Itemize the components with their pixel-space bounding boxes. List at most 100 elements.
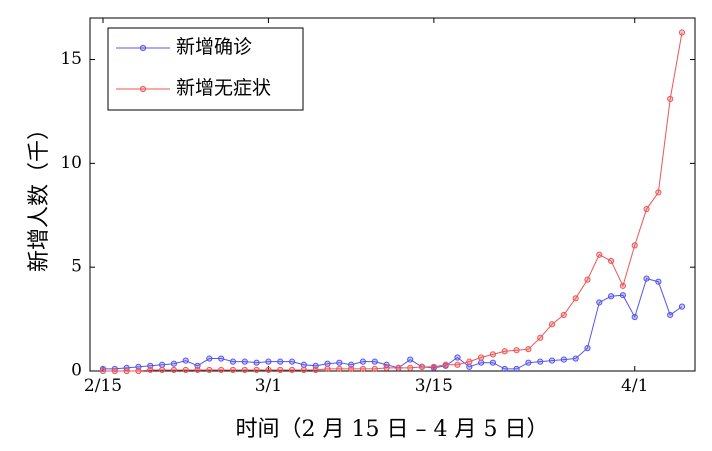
legend-label: 新增确诊	[176, 36, 252, 58]
data-point	[194, 362, 201, 369]
data-point	[466, 363, 473, 370]
data-point	[135, 363, 142, 370]
data-point	[572, 355, 579, 362]
data-point	[324, 360, 331, 367]
data-point	[147, 362, 154, 369]
data-point	[99, 367, 107, 375]
x-tick-label: 4/1	[621, 376, 648, 396]
data-point	[229, 366, 237, 374]
data-point	[489, 359, 497, 366]
data-point	[194, 366, 201, 374]
data-point	[206, 366, 213, 374]
data-point	[288, 366, 296, 374]
legend-marker	[139, 44, 147, 52]
data-point	[135, 367, 142, 375]
data-point	[241, 366, 248, 374]
data-point	[383, 364, 390, 371]
data-point	[300, 361, 307, 368]
data-point	[348, 365, 355, 373]
data-point	[182, 357, 189, 364]
data-point	[111, 365, 118, 373]
data-point	[277, 366, 284, 374]
x-tick-label: 3/1	[255, 376, 282, 396]
data-point	[99, 365, 107, 373]
data-point	[348, 361, 355, 368]
data-point	[584, 276, 591, 283]
data-point	[371, 358, 378, 365]
legend-box	[107, 27, 304, 111]
y-tick-label: 15	[60, 49, 82, 69]
data-point	[667, 311, 674, 319]
data-point	[206, 355, 213, 362]
data-point	[253, 366, 260, 374]
series-line	[103, 277, 683, 370]
data-point	[667, 95, 674, 103]
data-point	[265, 366, 272, 374]
data-point	[158, 361, 166, 368]
data-point	[560, 356, 567, 363]
data-point	[454, 361, 461, 368]
x-tick-label: 2/15	[84, 376, 122, 396]
data-point	[572, 295, 579, 302]
data-point	[288, 358, 296, 365]
data-point	[501, 348, 508, 355]
data-point	[430, 363, 437, 370]
data-point	[478, 359, 485, 366]
x-tick-label: 3/15	[415, 376, 453, 396]
data-point	[111, 367, 118, 375]
data-point	[608, 257, 615, 265]
data-point	[312, 366, 319, 374]
data-point	[265, 358, 272, 365]
data-point	[218, 355, 225, 362]
y-tick-label: 10	[60, 153, 82, 173]
data-point	[525, 346, 532, 353]
data-point	[241, 358, 248, 365]
data-point	[548, 357, 556, 364]
data-point	[466, 358, 473, 365]
data-point	[182, 366, 189, 374]
data-point	[300, 366, 307, 374]
data-point	[454, 354, 461, 361]
data-point	[407, 356, 414, 363]
data-point	[442, 361, 449, 368]
data-point	[359, 365, 367, 373]
data-point	[619, 282, 627, 289]
y-axis-label: 新增人数（千）	[27, 118, 52, 272]
plot-frame	[89, 17, 696, 372]
data-point	[537, 358, 544, 365]
data-point	[218, 366, 225, 374]
data-point	[418, 363, 426, 370]
data-point	[170, 360, 177, 367]
data-point	[631, 313, 638, 321]
data-point	[170, 366, 177, 374]
data-point	[631, 242, 638, 249]
data-point	[560, 311, 567, 319]
data-point	[359, 358, 367, 365]
data-point	[596, 299, 603, 306]
data-point	[513, 347, 520, 354]
data-point	[277, 358, 284, 365]
data-point	[407, 364, 414, 371]
data-point	[371, 365, 378, 373]
data-point	[501, 365, 508, 373]
y-tick-label: 5	[71, 257, 82, 277]
series-line	[103, 32, 683, 372]
data-point	[678, 29, 686, 36]
x-axis-label: 时间（2 月 15 日 – 4 月 5 日）	[236, 417, 549, 442]
data-point	[548, 321, 556, 328]
data-point	[643, 275, 650, 282]
legend-marker	[139, 85, 147, 93]
data-point	[229, 358, 237, 365]
data-point	[584, 345, 591, 352]
data-point	[336, 365, 343, 373]
data-point	[513, 365, 520, 373]
y-tick-label: 0	[71, 361, 82, 381]
data-point	[525, 359, 532, 366]
data-point	[537, 334, 544, 341]
data-point	[619, 292, 627, 299]
data-point	[336, 359, 343, 366]
data-point	[478, 354, 485, 361]
data-point	[324, 365, 331, 373]
